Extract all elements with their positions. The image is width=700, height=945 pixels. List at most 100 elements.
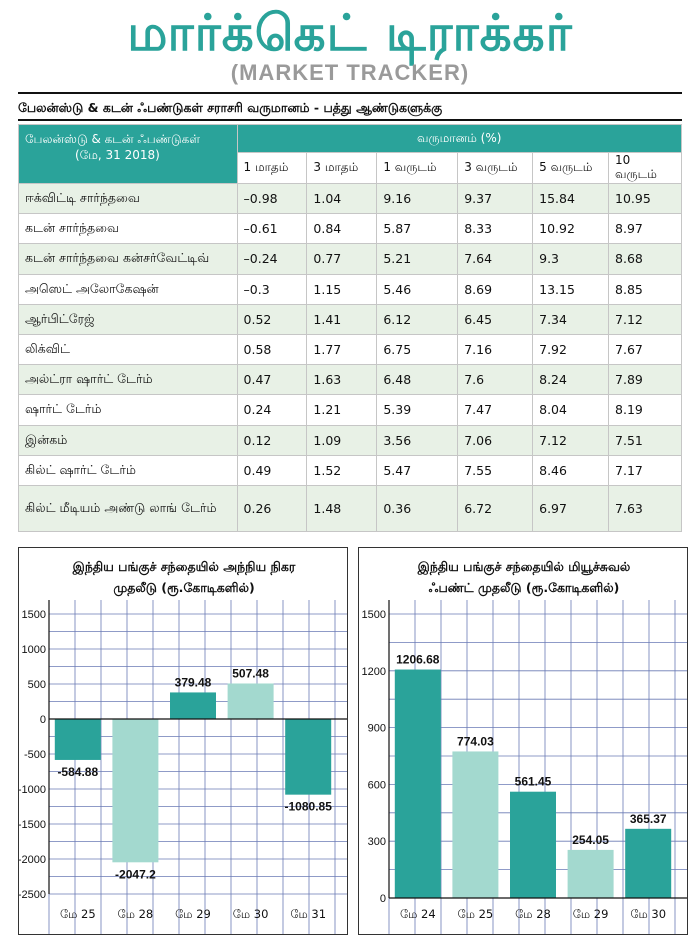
return-value: 1.52 xyxy=(306,454,378,486)
return-value: 7.64 xyxy=(457,243,534,275)
return-value: 8.33 xyxy=(457,213,534,245)
category-label: மே 31 xyxy=(290,907,326,921)
return-value: 5.87 xyxy=(376,213,459,245)
return-value: 7.51 xyxy=(608,424,682,456)
return-value: 7.67 xyxy=(608,333,682,366)
category-label: மே 30 xyxy=(630,907,666,921)
bar-value-label: 379.48 xyxy=(175,675,212,689)
bar-value-label: 254.05 xyxy=(572,833,609,847)
return-value: 8.46 xyxy=(532,454,610,486)
table-row: ஆர்பிட்ரேஜ் 0.52 1.41 6.12 6.45 7.34 7.12 xyxy=(18,303,682,335)
bar-value-label: 774.03 xyxy=(457,734,494,748)
table-row: அல்ட்ரா ஷார்ட் டேர்ம் 0.47 1.63 6.48 7.6 8.24… xyxy=(18,364,682,396)
return-value: 9.16 xyxy=(376,182,459,215)
return-value: 8.68 xyxy=(608,243,682,275)
return-value: 0.77 xyxy=(306,243,378,275)
table-row: கில்ட் ஷார்ட் டேர்ம் 0.49 1.52 5.47 7.55 8.46… xyxy=(18,454,682,486)
category-label: மே 25 xyxy=(60,907,96,921)
period-header: 3 வருடம் xyxy=(457,152,534,184)
return-value: 7.06 xyxy=(457,424,534,456)
fund-name: ஈக்விட்டி சார்ந்தவை xyxy=(18,182,238,215)
table-row: கடன் சார்ந்தவை கன்சர்வேட்டிவ் –0.24 0.77 5.… xyxy=(18,243,682,275)
table-row: கில்ட் மீடியம் அண்டு லாங் டேர்ம் 0.26 1.48… xyxy=(18,484,682,532)
y-tick-label: 0 xyxy=(40,714,46,726)
y-tick-label: 600 xyxy=(368,779,386,791)
return-value: 10.92 xyxy=(532,213,610,245)
y-tick-label: 900 xyxy=(368,723,386,735)
returns-table: பேலன்ஸ்டு & கடன் ஃபண்டுகள் (மே, 31 2018)… xyxy=(18,124,683,532)
return-value: 0.47 xyxy=(236,364,308,396)
y-tick-label: 1500 xyxy=(22,609,46,621)
bar-value-label: 365.37 xyxy=(630,812,667,826)
category-label: மே 24 xyxy=(400,907,436,921)
return-value: 5.47 xyxy=(376,454,459,486)
return-value: 1.41 xyxy=(306,303,378,335)
return-value: –0.24 xyxy=(236,243,308,275)
y-tick-label: 300 xyxy=(368,836,386,848)
period-header: 3 மாதம் xyxy=(306,152,378,184)
bar xyxy=(112,719,159,863)
return-value: 15.84 xyxy=(532,182,610,215)
mf-chart-title-line2: ஃபண்ட் முதலீடு (ரூ.கோடிகளில்) xyxy=(428,580,620,595)
fund-name: அஸெட் அலோகேஷன் xyxy=(18,273,238,305)
mf-chart-panel: 1500 1200 900 600 300 0 1206.68 மே 24 774.03 மே 2… xyxy=(358,547,688,935)
fund-name: ஷார்ட் டேர்ம் xyxy=(18,394,238,426)
return-value: 7.12 xyxy=(532,424,610,456)
y-tick-label: 1000 xyxy=(22,644,46,656)
fund-name: ஆர்பிட்ரேஜ் xyxy=(18,303,238,335)
return-value: 7.92 xyxy=(532,333,610,366)
fii-chart-panel: 1500 1000 500 0 -500 -1000 -1500 -2000 -2500 -584… xyxy=(18,547,348,935)
return-value: 0.52 xyxy=(236,303,308,335)
category-label: மே 28 xyxy=(118,907,154,921)
bar-value-label: 561.45 xyxy=(515,775,552,789)
mf-chart-title: இந்திய பங்குச் சந்தையில் மியூச்சுவல் ஃபண… xyxy=(359,556,687,598)
table-row: கடன் சார்ந்தவை –0.61 0.84 5.87 8.33 10.92 8.97 xyxy=(18,213,682,245)
y-tick-label: -2500 xyxy=(19,889,46,901)
category-label: மே 25 xyxy=(458,907,494,921)
period-header: 1 மாதம் xyxy=(236,152,308,184)
bar xyxy=(567,849,614,898)
fund-header-line1: பேலன்ஸ்டு & கடன் ஃபண்டுகள் xyxy=(25,132,201,146)
return-value: 1.15 xyxy=(306,273,378,305)
return-value: 0.49 xyxy=(236,454,308,486)
return-value: 1.77 xyxy=(306,333,378,366)
return-value: –0.61 xyxy=(236,213,308,245)
fund-name: இன்கம் xyxy=(18,424,238,456)
return-value: 6.45 xyxy=(457,303,534,335)
bar xyxy=(452,751,499,898)
title-backdrop xyxy=(359,548,687,600)
y-tick-label: 0 xyxy=(380,893,386,905)
y-tick-label: -1000 xyxy=(19,784,46,796)
y-tick-label: -500 xyxy=(24,749,46,761)
mf-chart: 1500 1200 900 600 300 0 1206.68 மே 24 774.03 மே 2… xyxy=(359,548,687,934)
return-value: 9.37 xyxy=(457,182,534,215)
return-value: 7.6 xyxy=(457,364,534,396)
fii-chart-title-line2: முதலீடு (ரூ.கோடிகளில்) xyxy=(113,580,255,595)
y-tick-label: -2000 xyxy=(19,854,46,866)
category-label: மே 28 xyxy=(515,907,551,921)
period-header: 5 வருடம் xyxy=(532,152,610,184)
bar xyxy=(625,828,672,898)
return-value: 6.75 xyxy=(376,333,459,366)
return-value: 0.84 xyxy=(306,213,378,245)
return-value: 3.56 xyxy=(376,424,459,456)
mf-chart-title-line1: இந்திய பங்குச் சந்தையில் மியூச்சுவல் xyxy=(417,559,631,574)
title-backdrop xyxy=(19,548,347,600)
return-value: 6.48 xyxy=(376,364,459,396)
return-value: 7.63 xyxy=(608,484,682,532)
table-row: லிக்விட் 0.58 1.77 6.75 7.16 7.92 7.67 xyxy=(18,333,682,366)
bar-value-label: 507.48 xyxy=(232,666,269,680)
category-label: மே 29 xyxy=(175,907,211,921)
return-value: 5.46 xyxy=(376,273,459,305)
fund-name: கில்ட் ஷார்ட் டேர்ம் xyxy=(18,454,238,486)
return-value: 5.39 xyxy=(376,394,459,426)
return-value: 7.34 xyxy=(532,303,610,335)
return-value: 5.21 xyxy=(376,243,459,275)
bar-value-label: -584.88 xyxy=(57,765,98,779)
return-value: 10.95 xyxy=(608,182,682,215)
page-subtitle: (MARKET TRACKER) xyxy=(230,60,470,85)
return-value: 7.17 xyxy=(608,454,682,486)
return-value: 7.55 xyxy=(457,454,534,486)
period-header: 10 வருடம் xyxy=(608,152,682,184)
return-value: 1.48 xyxy=(306,484,378,532)
